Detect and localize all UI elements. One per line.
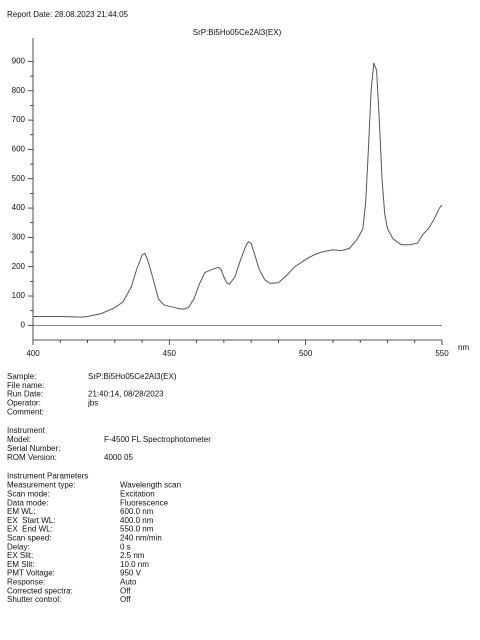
field-label: EM WL: xyxy=(7,507,35,516)
field-value: 600.0 nm xyxy=(120,507,154,516)
field-value: 240 nm/min xyxy=(120,534,162,543)
chart-title: SrP:Bi5Ho05Ce2Al3(EX) xyxy=(193,28,282,37)
report-date: Report Date: 28.08.2023 21:44:05 xyxy=(7,10,129,19)
field-label: Scan speed: xyxy=(7,534,51,543)
y-tick-label: 600 xyxy=(12,145,26,154)
x-tick-label: 450 xyxy=(163,349,177,358)
field-label: Measurement type: xyxy=(7,481,75,490)
field-label: Comment: xyxy=(7,407,44,416)
y-tick-label: 900 xyxy=(12,57,26,66)
field-label: Operator: xyxy=(7,399,41,408)
field-value: F-4500 FL Spectrophotometer xyxy=(104,435,211,444)
x-axis-label: nm xyxy=(458,343,469,352)
y-tick-label: 500 xyxy=(12,174,26,183)
field-value: Auto xyxy=(120,578,137,587)
field-label: Model: xyxy=(7,435,31,444)
section-title: Instrument Parameters xyxy=(7,472,88,481)
field-label: Run Date: xyxy=(7,390,43,399)
field-value: Wavelength scan xyxy=(120,481,181,490)
x-tick-label: 400 xyxy=(26,349,40,358)
field-label: EX Start WL: xyxy=(7,516,55,525)
y-tick-label: 0 xyxy=(21,320,26,329)
field-value: 0 s xyxy=(120,542,131,551)
field-value: 950 V xyxy=(120,569,142,578)
y-tick-label: 400 xyxy=(12,203,26,212)
field-value: Off xyxy=(120,586,131,595)
y-tick-label: 800 xyxy=(12,86,26,95)
x-tick-label: 550 xyxy=(435,349,449,358)
field-value: Excitation xyxy=(120,490,155,499)
field-value: 10.0 nm xyxy=(120,560,149,569)
y-tick-label: 100 xyxy=(12,291,26,300)
field-label: Corrected spectra: xyxy=(7,586,73,595)
field-label: Data mode: xyxy=(7,498,48,507)
field-label: Shutter control: xyxy=(7,595,61,604)
field-value: 550.0 nm xyxy=(120,525,154,534)
field-value: 21:40:14, 08/28/2023 xyxy=(88,390,164,399)
field-value: 2.5 nm xyxy=(120,551,145,560)
field-value: 4000 05 xyxy=(104,453,133,462)
y-tick-label: 700 xyxy=(12,115,26,124)
field-label: Response: xyxy=(7,578,45,587)
field-value: SrP:Bi5Ho05Ce2Al3(EX) xyxy=(88,372,177,381)
spectrum-line xyxy=(33,62,443,318)
section-title: Instrument xyxy=(7,426,46,435)
field-value: Off xyxy=(120,595,131,604)
field-label: EX Slit: xyxy=(7,551,33,560)
field-value: jbs xyxy=(87,399,98,408)
field-label: ROM Version: xyxy=(7,453,57,462)
field-label: Delay: xyxy=(7,542,30,551)
field-label: Sample: xyxy=(7,372,36,381)
field-label: PMT Voltage: xyxy=(7,569,55,578)
y-tick-label: 300 xyxy=(12,232,26,241)
field-value: Fluorescence xyxy=(120,498,169,507)
field-label: Scan mode: xyxy=(7,490,50,499)
field-value: 400.0 nm xyxy=(120,516,154,525)
x-tick-label: 500 xyxy=(299,349,313,358)
field-label: File name: xyxy=(7,381,44,390)
field-label: EM Slit: xyxy=(7,560,35,569)
y-tick-label: 200 xyxy=(12,262,26,271)
field-label: EX End WL: xyxy=(7,525,53,534)
field-label: Serial Number: xyxy=(7,444,60,453)
